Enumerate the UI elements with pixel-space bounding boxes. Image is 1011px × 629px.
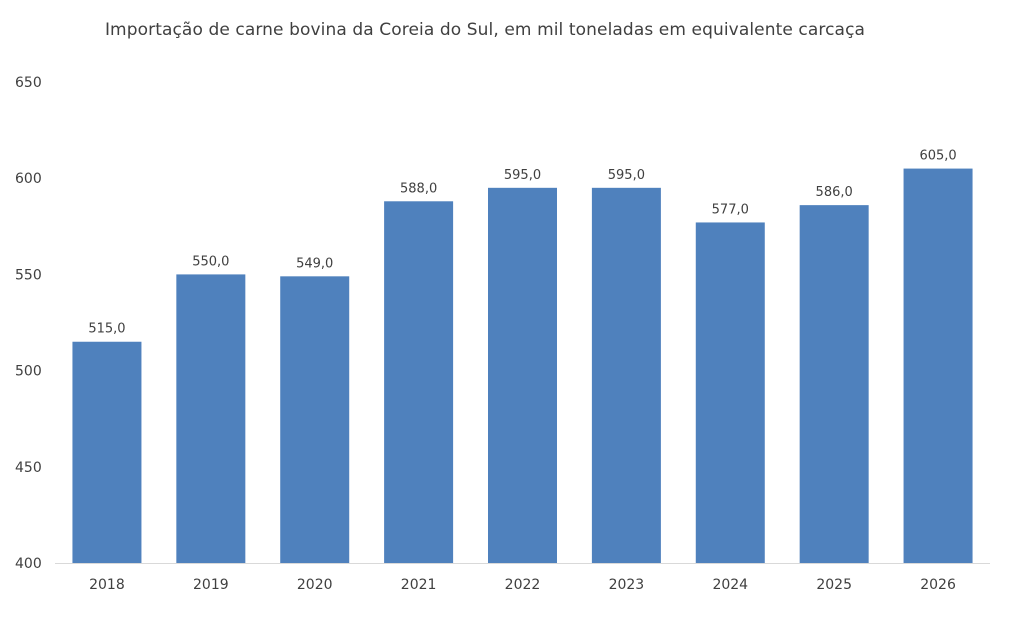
bar-2019 — [176, 274, 246, 563]
value-label-2023: 595,0 — [608, 168, 645, 183]
x-tick-label-2018: 2018 — [89, 577, 125, 593]
chart-title: Importação de carne bovina da Coreia do … — [104, 20, 866, 40]
value-label-2019: 550,0 — [192, 254, 229, 269]
value-label-2018: 515,0 — [88, 322, 125, 337]
x-tick-label-2023: 2023 — [609, 577, 645, 593]
value-label-2021: 588,0 — [400, 181, 437, 196]
x-tick-label-2021: 2021 — [401, 577, 437, 593]
value-label-2020: 549,0 — [296, 256, 333, 271]
y-tick-label-400: 400 — [15, 556, 42, 572]
value-label-2024: 577,0 — [712, 202, 749, 217]
y-tick-label-550: 550 — [15, 267, 42, 283]
bar-2024 — [695, 222, 765, 563]
y-tick-label-450: 450 — [15, 460, 42, 476]
bar-2022 — [488, 187, 557, 563]
bars-group — [72, 168, 973, 564]
y-tick-label-500: 500 — [15, 364, 42, 380]
y-axis-tick-labels: 400 450 500 550 600 650 — [15, 75, 42, 572]
bar-2018 — [72, 341, 142, 563]
x-tick-label-2026: 2026 — [920, 577, 956, 593]
bar-2021 — [384, 201, 454, 563]
x-tick-label-2024: 2024 — [712, 577, 748, 593]
x-tick-label-2019: 2019 — [193, 577, 229, 593]
x-tick-label-2020: 2020 — [297, 577, 333, 593]
y-tick-label-600: 600 — [15, 171, 42, 187]
bar-2020 — [280, 276, 350, 563]
bar-2026 — [903, 168, 973, 563]
value-labels-group: 515,0 550,0 549,0 588,0 595,0 595,0 577,0 586,0… — [88, 149, 956, 337]
x-tick-label-2025: 2025 — [816, 577, 852, 593]
x-axis-tick-labels: 2018 2019 2020 2021 2022 2023 2024 2025 2026 — [89, 577, 956, 593]
y-tick-label-650: 650 — [15, 75, 42, 91]
bar-2023 — [591, 187, 661, 563]
value-label-2022: 595,0 — [504, 168, 541, 183]
value-label-2026: 605,0 — [919, 149, 956, 164]
value-label-2025: 586,0 — [816, 185, 853, 200]
bar-2025 — [799, 205, 869, 564]
x-tick-label-2022: 2022 — [505, 577, 541, 593]
